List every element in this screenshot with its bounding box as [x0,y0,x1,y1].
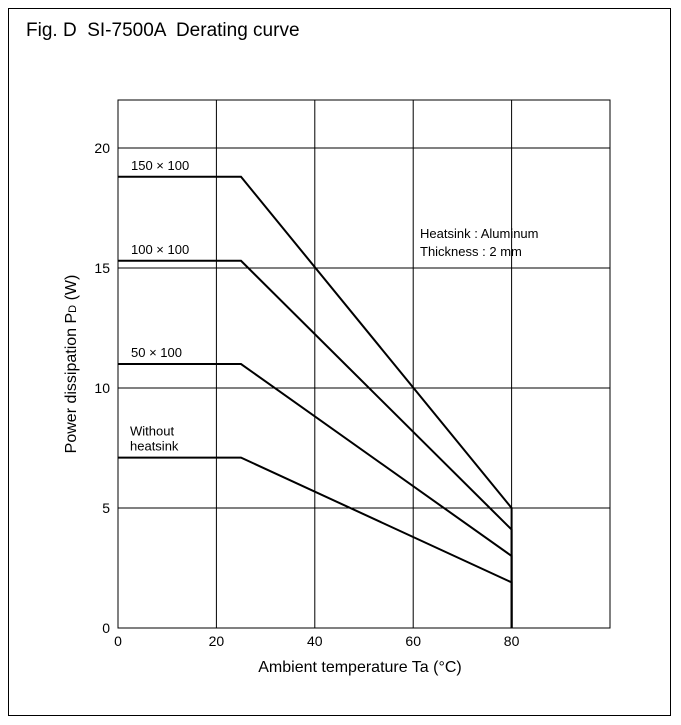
y-tick-label: 10 [94,380,110,396]
x-tick-label: 0 [114,633,122,649]
y-tick-label: 0 [102,620,110,636]
series-labels: 150 × 100 100 × 100 50 × 100 Withoutheatsin… [130,158,189,454]
annotation-heatsink-material: Heatsink : Aluminum [420,226,539,241]
x-tick-label: 20 [209,633,225,649]
series-label: 100 × 100 [131,242,189,257]
figure-title: Fig. D SI-7500A Derating curve [26,20,300,41]
y-tick-label: 20 [94,140,110,156]
tick-labels: 0 20 40 60 80 0 5 10 15 20 [94,140,519,649]
y-tick-label: 15 [94,260,110,276]
figure-frame [8,8,671,716]
series-label: Without [130,424,174,439]
x-tick-label: 80 [504,633,520,649]
series-label: heatsink [130,439,179,454]
y-axis-label: Power dissipation PD (W) [63,275,80,454]
y-tick-label: 5 [102,500,110,516]
series-line [118,456,513,628]
x-axis-label: Ambient temperature Ta (°C) [258,659,462,676]
x-tick-label: 60 [405,633,421,649]
annotation-heatsink-thickness: Thickness : 2 mm [420,244,522,259]
x-tick-label: 40 [307,633,323,649]
series-label: 150 × 100 [131,158,189,173]
series-label: 50 × 100 [131,345,182,360]
series-lines [118,175,513,628]
